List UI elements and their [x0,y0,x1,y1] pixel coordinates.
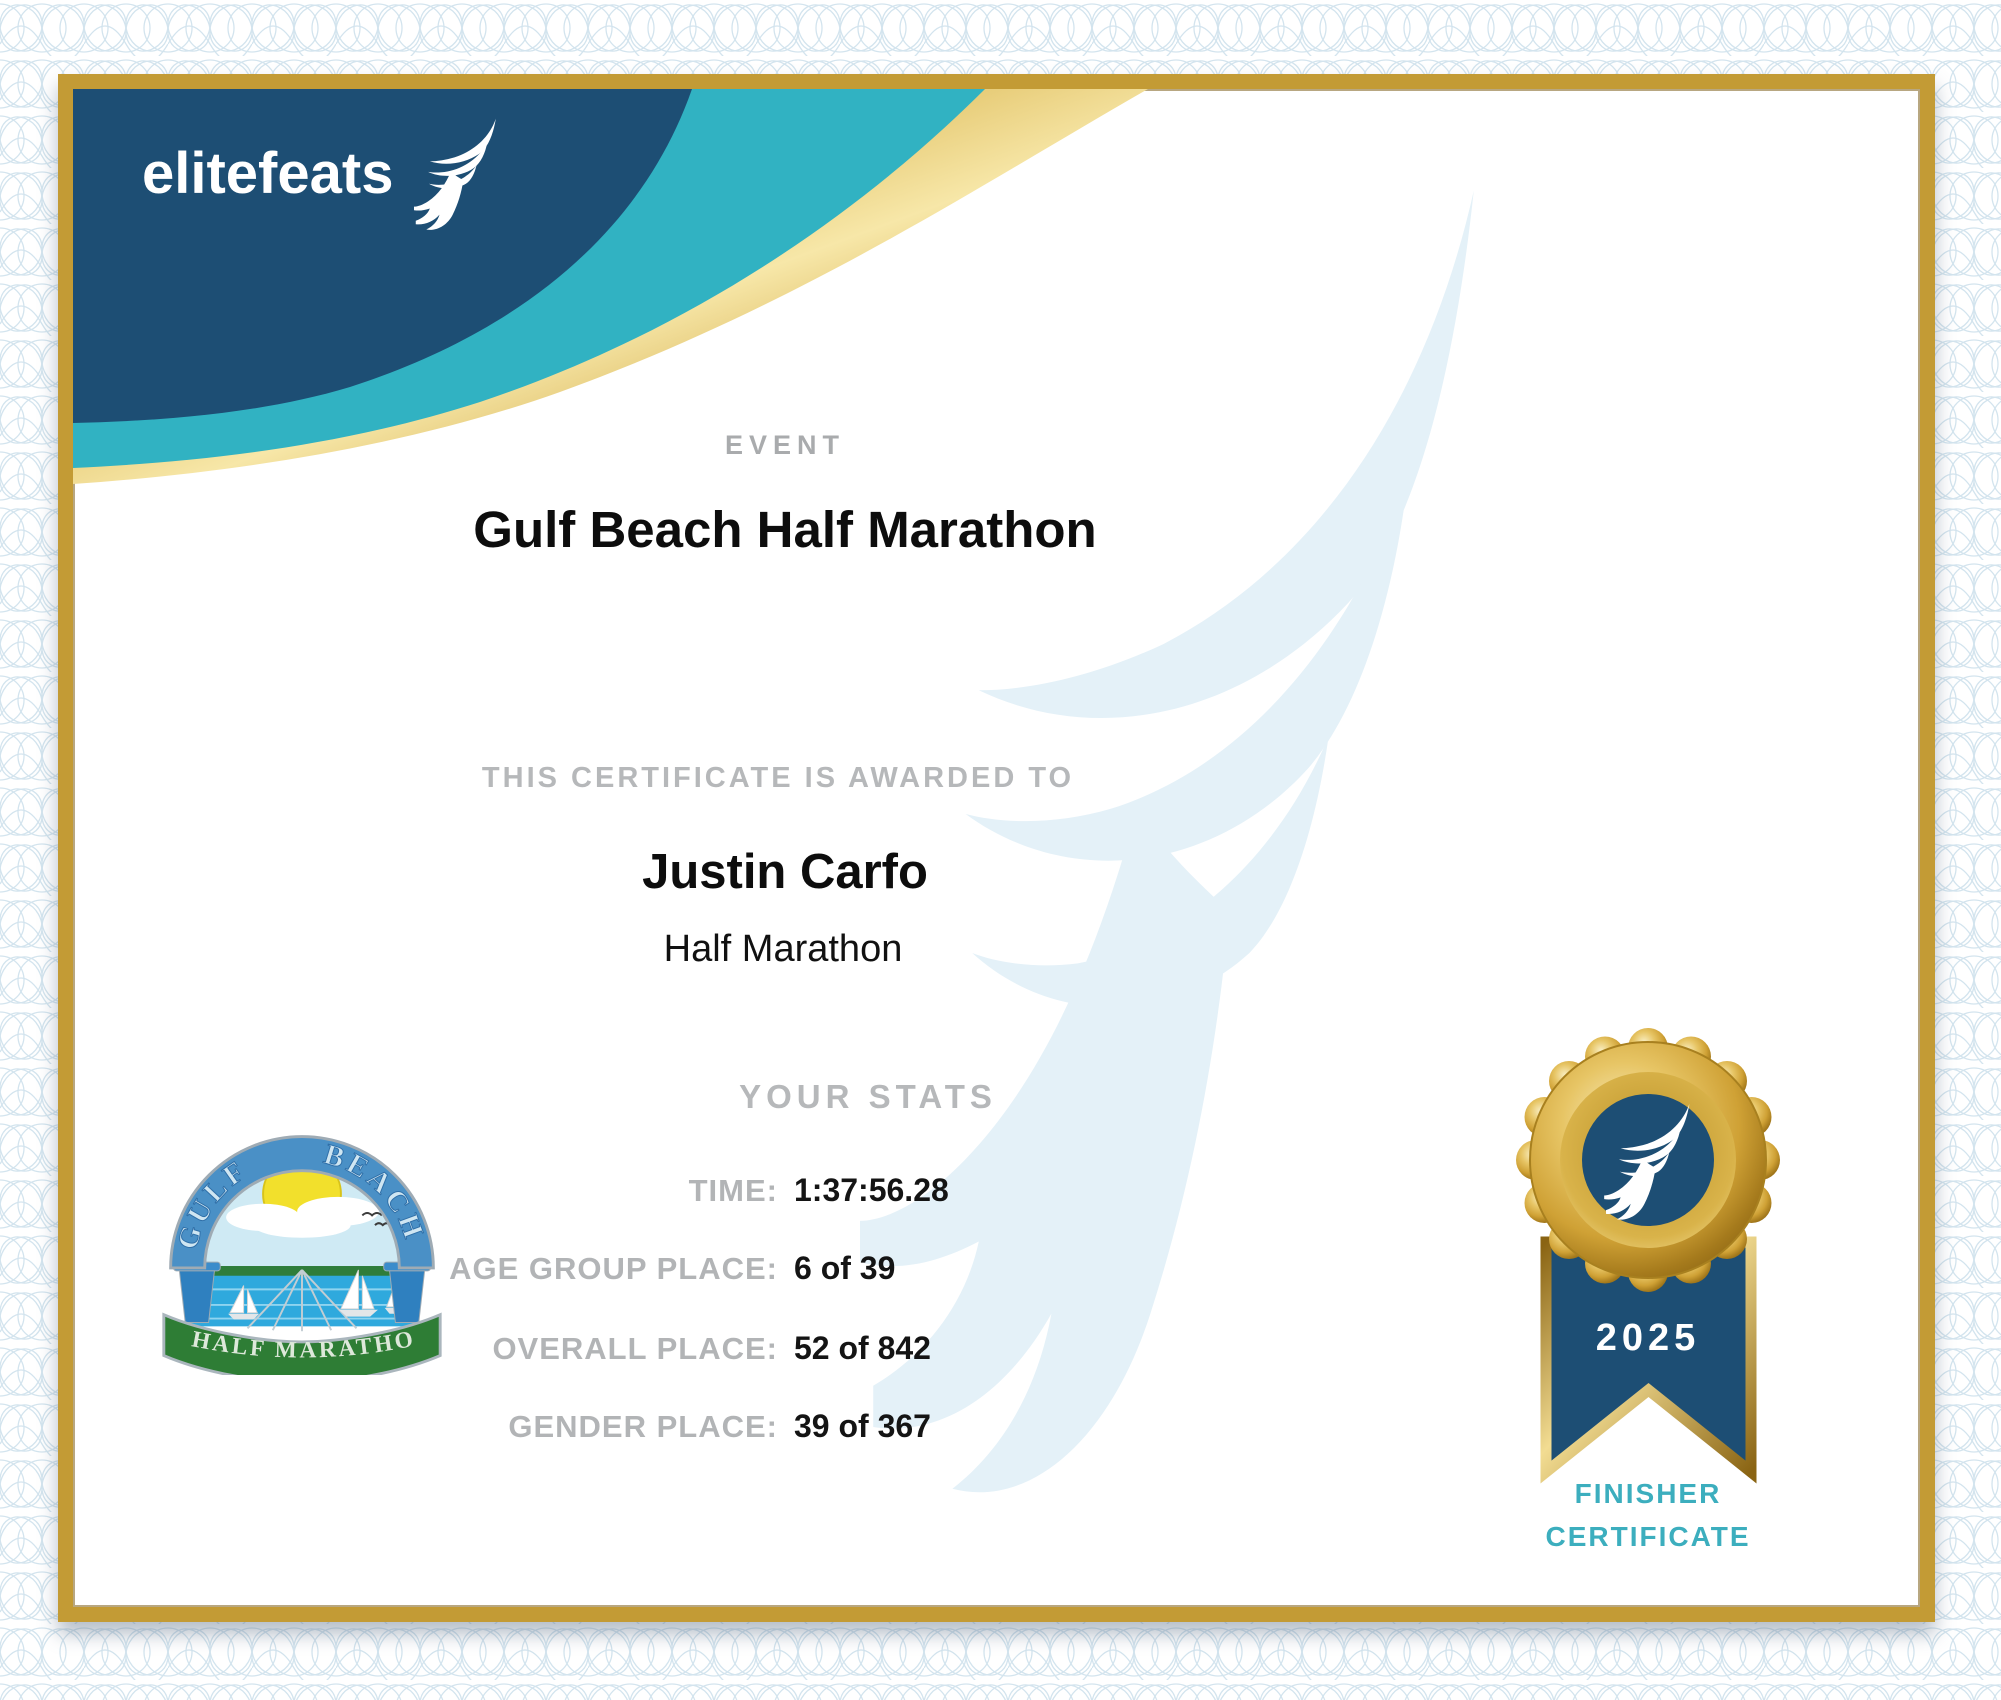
event-badge: GULF BEACH HALF MARATHON [146,1122,442,1375]
stat-value: 39 of 367 [794,1408,931,1444]
event-label: EVENT [724,430,846,460]
badge-sailboats [228,1269,406,1320]
stat-label: TIME: [688,1173,778,1208]
badge-clouds [226,1196,379,1238]
stat-row-age-group-place: AGE GROUP PLACE: 6 of 39 [250,1250,1250,1287]
finisher-caption-line2: CERTIFICATE [1545,1521,1751,1552]
brand-logo-text: elitefeats [142,141,394,206]
race-distance: Half Marathon [663,928,903,970]
finisher-medal: 2025 [1516,1028,1780,1484]
winged-foot-icon [414,116,502,234]
stat-label: GENDER PLACE: [508,1409,778,1444]
stat-row-gender-place: GENDER PLACE: 39 of 367 [250,1408,1250,1445]
stat-value: 1:37:56.28 [794,1172,949,1208]
stat-value: 6 of 39 [794,1250,896,1286]
event-name: Gulf Beach Half Marathon [473,501,1097,558]
recipient-name: Justin Carfo [642,845,928,899]
stat-row-time: TIME: 1:37:56.28 [250,1172,1250,1209]
badge-boardwalk-lines [246,1269,358,1332]
badge-arch [169,1135,435,1270]
medal-year: 2025 [1596,1317,1701,1359]
stats-heading: YOUR STATS [739,1078,997,1115]
stat-value: 52 of 842 [794,1330,931,1366]
brand-logo: elitefeats [142,122,522,252]
finisher-caption-line1: FINISHER [1574,1478,1722,1509]
badge-banner [162,1312,442,1375]
awarded-to-label: THIS CERTIFICATE IS AWARDED TO [481,762,1075,794]
stat-row-overall-place: OVERALL PLACE: 52 of 842 [250,1330,1250,1367]
stat-label: AGE GROUP PLACE: [449,1251,778,1286]
stat-label: OVERALL PLACE: [492,1331,778,1366]
